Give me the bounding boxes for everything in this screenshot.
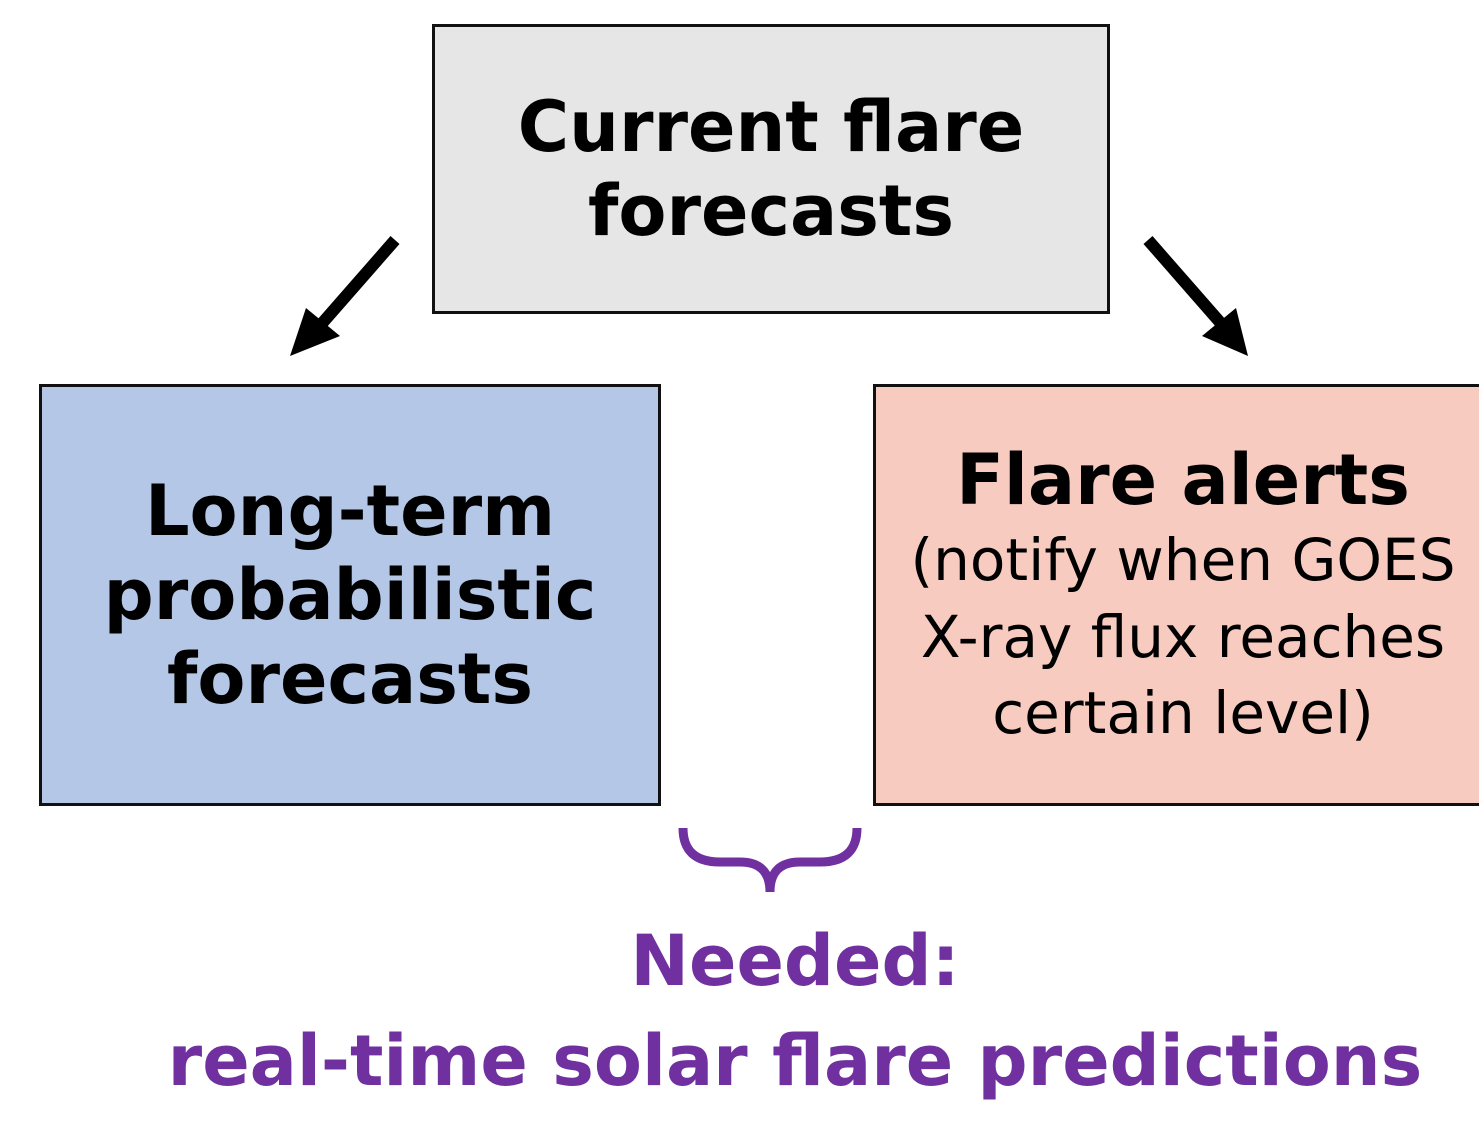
node-label: Long-term probabilistic forecasts (103, 470, 597, 720)
brace (678, 827, 862, 893)
arrow-left (313, 236, 400, 332)
alerts-box: Flare alerts (notify when GOES X-ray flu… (873, 384, 1479, 806)
arrowhead (1202, 308, 1248, 356)
node-label: Flare alerts (956, 439, 1410, 522)
conclusion-text: real-time solar flare predictions (167, 1020, 1423, 1102)
node-note: (notify when GOES X-ray flux reaches cer… (910, 526, 1456, 748)
longterm-box: Long-term probabilistic forecasts (39, 384, 661, 806)
current-box: Current flare forecasts (432, 24, 1110, 314)
arrow-right (1143, 236, 1230, 332)
arrowhead (290, 308, 340, 356)
conclusion-heading: Needed: (630, 920, 960, 1002)
node-label: Current flare forecasts (517, 86, 1025, 252)
